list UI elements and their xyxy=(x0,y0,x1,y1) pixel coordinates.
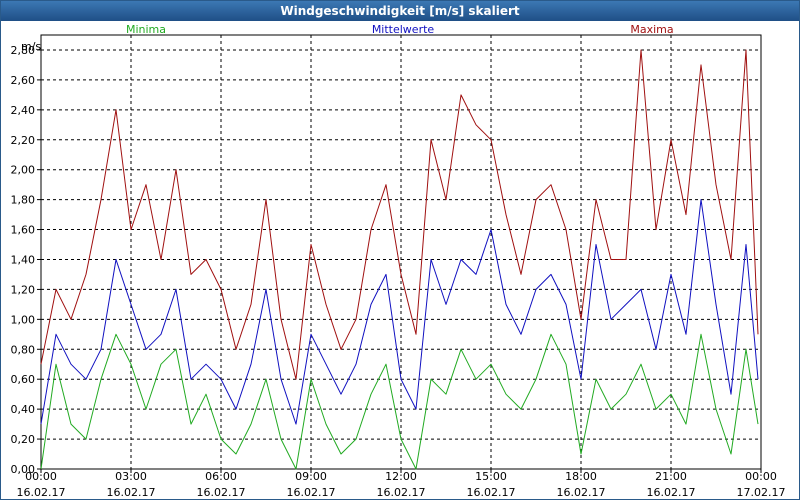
x-tick-time: 18:00 xyxy=(565,470,597,483)
y-axis-label: m/s xyxy=(21,40,41,53)
x-tick-date: 16.02.17 xyxy=(287,486,336,499)
x-tick-date: 16.02.17 xyxy=(17,486,66,499)
x-tick-time: 21:00 xyxy=(655,470,687,483)
x-tick-date: 16.02.17 xyxy=(467,486,516,499)
x-tick-time: 00:00 xyxy=(745,470,777,483)
series-line-max xyxy=(40,49,759,380)
y-tick-label: 0,60 xyxy=(11,373,36,386)
x-tick-date: 16.02.17 xyxy=(377,486,426,499)
x-tick-time: 15:00 xyxy=(475,470,507,483)
x-tick-date: 16.02.17 xyxy=(557,486,606,499)
legend-max: Maxima xyxy=(630,23,673,36)
legend: Minima Mittelwerte Maxima xyxy=(126,23,674,36)
y-tick-label: 1,00 xyxy=(11,313,36,326)
y-tick-label: 0,40 xyxy=(11,403,36,416)
x-tick-time: 00:00 xyxy=(25,470,57,483)
x-axis: 00:00 16.02.17 03:00 16.02.17 06:00 16.02.17 0… xyxy=(17,469,786,499)
legend-min: Minima xyxy=(126,23,166,36)
series-lines xyxy=(40,49,759,470)
x-tick-time: 09:00 xyxy=(295,470,327,483)
x-tick-date: 17.02.17 xyxy=(737,486,786,499)
y-tick-label: 2,60 xyxy=(11,74,36,87)
y-tick-label: 1,20 xyxy=(11,283,36,296)
window-title: Windgeschwindigkeit [m/s] skaliert xyxy=(1,1,799,21)
series-line-min xyxy=(40,333,759,470)
x-tick-date: 16.02.17 xyxy=(107,486,156,499)
y-axis: 0,00 0,20 0,40 0,60 0,80 1,00 1,20 1,40 1,60 1,80… xyxy=(11,44,41,476)
legend-mean: Mittelwerte xyxy=(372,23,435,36)
y-tick-label: 2,20 xyxy=(11,134,36,147)
x-tick-time: 12:00 xyxy=(385,470,417,483)
y-tick-label: 1,60 xyxy=(11,224,36,237)
y-tick-label: 0,20 xyxy=(11,433,36,446)
y-tick-label: 0,80 xyxy=(11,343,36,356)
y-tick-label: 1,40 xyxy=(11,253,36,266)
x-tick-time: 03:00 xyxy=(115,470,147,483)
x-tick-time: 06:00 xyxy=(205,470,237,483)
x-tick-date: 16.02.17 xyxy=(647,486,696,499)
chart: 0,00 0,20 0,40 0,60 0,80 1,00 1,20 1,40 1,60 1,80… xyxy=(11,23,786,499)
y-tick-label: 2,80 xyxy=(11,44,36,57)
y-tick-label: 1,80 xyxy=(11,194,36,207)
y-tick-label: 2,00 xyxy=(11,164,36,177)
x-tick-date: 16.02.17 xyxy=(197,486,246,499)
y-tick-label: 0,00 xyxy=(11,463,36,476)
y-tick-label: 2,40 xyxy=(11,104,36,117)
series-line-mean xyxy=(40,199,759,425)
